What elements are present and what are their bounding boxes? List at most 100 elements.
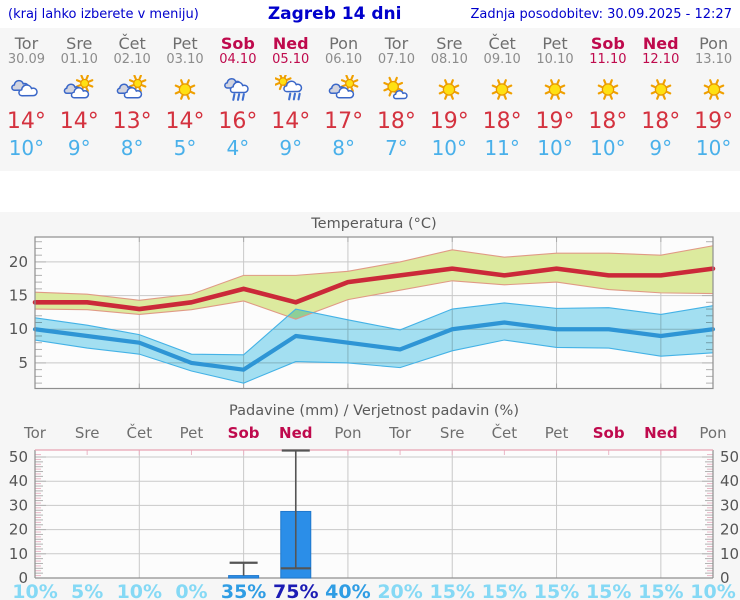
high-temp: 14° xyxy=(165,109,205,134)
day-name: Pet xyxy=(542,34,568,53)
forecast-day: Sob 11.10 18° 10° xyxy=(581,28,634,171)
forecast-day: Tor 07.10 18° 7° xyxy=(370,28,423,171)
precip-probability: 15% xyxy=(534,581,579,600)
day-name: Ned xyxy=(642,34,679,53)
forecast-day: Čet 09.10 18° 11° xyxy=(476,28,529,171)
precip-probability: 10% xyxy=(12,581,57,600)
low-temp: 10° xyxy=(431,136,468,160)
temp-ytick: 15 xyxy=(9,287,28,305)
low-temp: 11° xyxy=(484,136,520,160)
min-temp-line xyxy=(32,320,716,372)
precip-ytick-right: 20 xyxy=(720,521,739,539)
sunny-icon xyxy=(698,75,730,105)
header: (kraj lahko izberete v meniju) Zagreb 14… xyxy=(0,0,740,28)
partly-cloudy-icon xyxy=(116,74,148,105)
high-temp: 14° xyxy=(6,109,46,134)
precip-ytick-left: 40 xyxy=(9,472,28,490)
temp-ytick: 10 xyxy=(9,320,28,338)
forecast-day: Sob 04.10 16° 4° xyxy=(211,28,264,171)
day-name: Pet xyxy=(172,34,198,53)
high-temp: 18° xyxy=(641,109,681,134)
forecast-day: Pet 10.10 19° 10° xyxy=(529,28,582,171)
sunny-icon xyxy=(539,75,571,105)
low-temp: 10° xyxy=(8,136,45,160)
forecast-day: Ned 05.10 14° 9° xyxy=(264,28,317,171)
high-temp: 14° xyxy=(271,109,311,134)
page-title: Zagreb 14 dni xyxy=(267,4,402,24)
high-temp: 18° xyxy=(482,109,522,134)
high-temp: 13° xyxy=(112,109,152,134)
low-temp: 8° xyxy=(120,136,144,160)
precipitation-chart: Padavine (mm) / Verjetnost padavin (%) To… xyxy=(9,403,739,600)
precip-ytick-left: 30 xyxy=(9,496,28,514)
day-date: 06.10 xyxy=(324,52,363,67)
precip-probability: 0% xyxy=(175,581,207,600)
sunny-icon xyxy=(592,75,624,105)
precip-ytick-right: 10 xyxy=(720,545,739,563)
precip-probability: 40% xyxy=(325,581,370,600)
day-date: 09.10 xyxy=(483,52,521,67)
day-name: Tor xyxy=(14,34,39,53)
low-temp: 10° xyxy=(695,136,732,160)
precip-ytick-left: 0 xyxy=(18,569,28,587)
precip-ytick-right: 40 xyxy=(720,472,739,490)
rain-icon xyxy=(222,75,254,105)
high-temp: 19° xyxy=(429,109,469,134)
day-date: 07.10 xyxy=(377,52,416,67)
mostly-sunny-icon xyxy=(380,75,412,105)
sun-rain-icon xyxy=(274,72,307,105)
forecast-day: Tor 30.09 14° 10° xyxy=(0,28,53,171)
low-temp: 9° xyxy=(279,136,303,160)
low-temp: 10° xyxy=(537,136,573,160)
day-date: 05.10 xyxy=(272,52,310,67)
precip-chart-title: Padavine (mm) / Verjetnost padavin (%) xyxy=(229,403,519,419)
forecast-day: Pon 06.10 17° 8° xyxy=(317,28,370,171)
precip-day-label: Pon xyxy=(699,424,726,442)
max-temp-line xyxy=(32,266,716,312)
low-temp: 7° xyxy=(385,136,408,160)
forecast-day: Čet 02.10 13° 8° xyxy=(106,28,159,171)
low-temp: 9° xyxy=(67,136,91,160)
sunny-icon xyxy=(169,75,201,105)
day-date: 01.10 xyxy=(60,52,98,67)
precip-ytick-right: 30 xyxy=(720,496,739,514)
day-date: 12.10 xyxy=(642,52,680,67)
day-date: 08.10 xyxy=(430,52,468,67)
location-hint: (kraj lahko izberete v meniju) xyxy=(8,6,199,22)
forecast-day: Pon 13.10 19° 10° xyxy=(687,28,740,171)
day-name: Sob xyxy=(220,34,255,53)
precip-probability: 15% xyxy=(429,581,474,600)
day-date: 10.10 xyxy=(536,52,574,67)
forecast-day: Sre 08.10 19° 10° xyxy=(423,28,476,171)
precip-ytick-left: 20 xyxy=(9,521,28,539)
precip-probability: 35% xyxy=(221,581,266,600)
high-temp: 19° xyxy=(694,109,734,134)
high-temp: 19° xyxy=(535,109,575,134)
temp-ytick: 5 xyxy=(18,354,28,372)
precip-probability: 15% xyxy=(586,581,631,600)
precip-day-label: Ned xyxy=(644,424,677,442)
cloudy-icon xyxy=(10,75,42,105)
low-temp: 10° xyxy=(590,136,626,160)
sunny-icon xyxy=(486,75,518,105)
low-temp: 5° xyxy=(173,136,197,160)
temperature-chart: Temperatura (°C) 5 10 15 20 xyxy=(9,216,716,390)
spacer xyxy=(0,171,740,212)
precip-probability: 10% xyxy=(117,581,162,600)
low-temp: 8° xyxy=(332,136,355,160)
precip-ytick-left: 50 xyxy=(9,448,28,466)
precip-day-label: Sre xyxy=(75,424,100,442)
day-name: Pon xyxy=(699,34,729,53)
precip-probability: 15% xyxy=(482,581,527,600)
day-date: 03.10 xyxy=(166,52,204,67)
day-name: Sre xyxy=(436,34,463,53)
forecast-day: Ned 12.10 18° 9° xyxy=(634,28,687,171)
day-name: Tor xyxy=(384,34,409,53)
day-name: Sre xyxy=(66,34,93,53)
day-date: 02.10 xyxy=(113,52,151,67)
precip-day-label: Sre xyxy=(440,424,465,442)
precip-probability: 75% xyxy=(273,581,318,600)
low-temp: 4° xyxy=(226,136,250,160)
temp-chart-title: Temperatura (°C) xyxy=(310,216,436,232)
day-name: Sob xyxy=(590,34,625,53)
